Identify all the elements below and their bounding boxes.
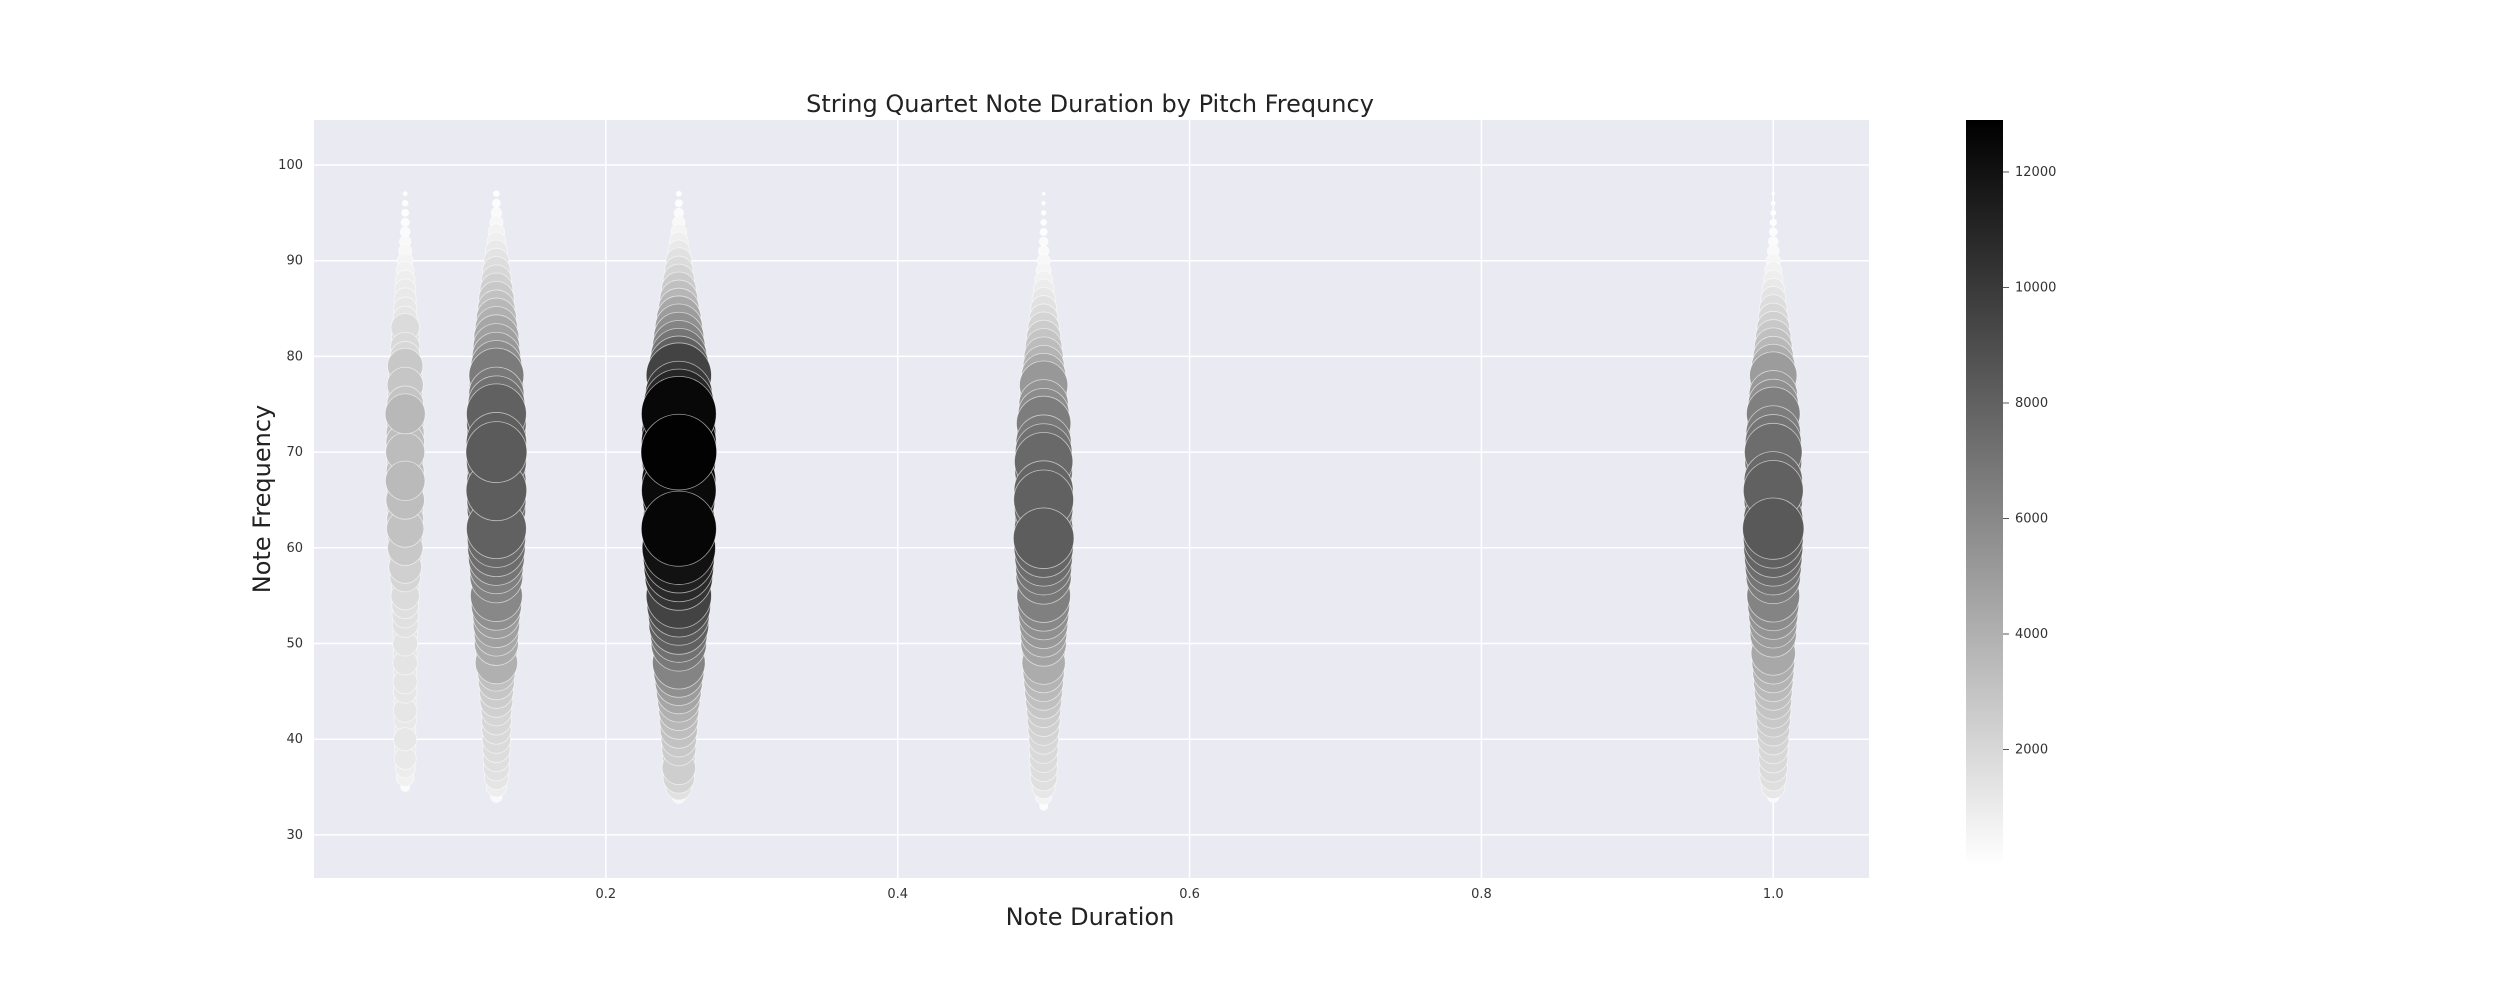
x-axis-ticks: 0.2 0.4 0.6 0.8 1.0: [596, 887, 1784, 902]
chart-title: String Quartet Note Duration by Pitch Fr…: [806, 90, 1374, 118]
bubble-point: [1012, 507, 1075, 569]
y-axis-label: Note Frequency: [248, 405, 276, 593]
bubble-point: [1041, 191, 1046, 196]
y-tick-label: 90: [286, 254, 303, 269]
colorbar-tick-label: 8000: [2015, 396, 2048, 411]
colorbar-tick-label: 2000: [2015, 742, 2048, 757]
plot-area: [314, 120, 1869, 878]
colorbar-tick-label: 10000: [2015, 280, 2056, 295]
x-tick-label: 0.6: [1179, 887, 1200, 902]
bubble-point: [393, 727, 418, 752]
bubble-point: [465, 421, 528, 483]
x-axis-label: Note Duration: [1006, 903, 1175, 931]
x-tick-label: 1.0: [1763, 887, 1784, 902]
bubble-point: [640, 490, 717, 567]
y-tick-label: 100: [278, 158, 303, 173]
bubble-point: [1769, 218, 1778, 227]
bubble-point: [385, 460, 426, 502]
bubble-point: [1742, 497, 1805, 560]
x-tick-label: 0.8: [1471, 887, 1492, 902]
bubble-point: [400, 217, 410, 228]
bubble-point: [1770, 209, 1777, 216]
y-axis-ticks: 30 40 50 60 70 80 90 100: [278, 158, 303, 843]
bubble-point: [675, 190, 682, 197]
colorbar-ticks: 2000 4000 6000 8000 10000 12000: [2003, 165, 2056, 757]
bubble-point: [1768, 227, 1778, 237]
bubble-point: [674, 199, 683, 208]
bubble-point: [1770, 200, 1776, 206]
bubble-point: [401, 199, 409, 207]
bubble-point: [1040, 210, 1047, 216]
colorbar-tick-label: 6000: [2015, 511, 2048, 526]
bubble-point: [493, 190, 500, 198]
bubble-point: [402, 191, 408, 197]
bubble-point: [1039, 227, 1048, 237]
colorbar-tick-label: 4000: [2015, 627, 2048, 642]
y-tick-label: 70: [286, 445, 303, 460]
x-tick-label: 0.4: [887, 887, 908, 902]
bubble-point: [401, 208, 410, 217]
bubble-point: [491, 198, 501, 208]
bubble-point: [640, 413, 718, 491]
colorbar: [1966, 120, 2003, 865]
y-tick-label: 30: [286, 828, 303, 843]
bubble-series: [384, 190, 1805, 811]
bubble-point: [384, 393, 426, 435]
bubble-point: [1040, 219, 1048, 226]
y-tick-label: 60: [286, 541, 303, 556]
bubble-point: [1038, 236, 1049, 247]
y-tick-label: 40: [286, 732, 303, 747]
bubble-point: [1041, 201, 1046, 206]
y-tick-label: 80: [286, 349, 303, 364]
x-tick-label: 0.2: [596, 887, 617, 902]
y-tick-label: 50: [286, 637, 303, 652]
bubble-point: [1771, 191, 1776, 196]
colorbar-tick-label: 12000: [2015, 165, 2056, 180]
